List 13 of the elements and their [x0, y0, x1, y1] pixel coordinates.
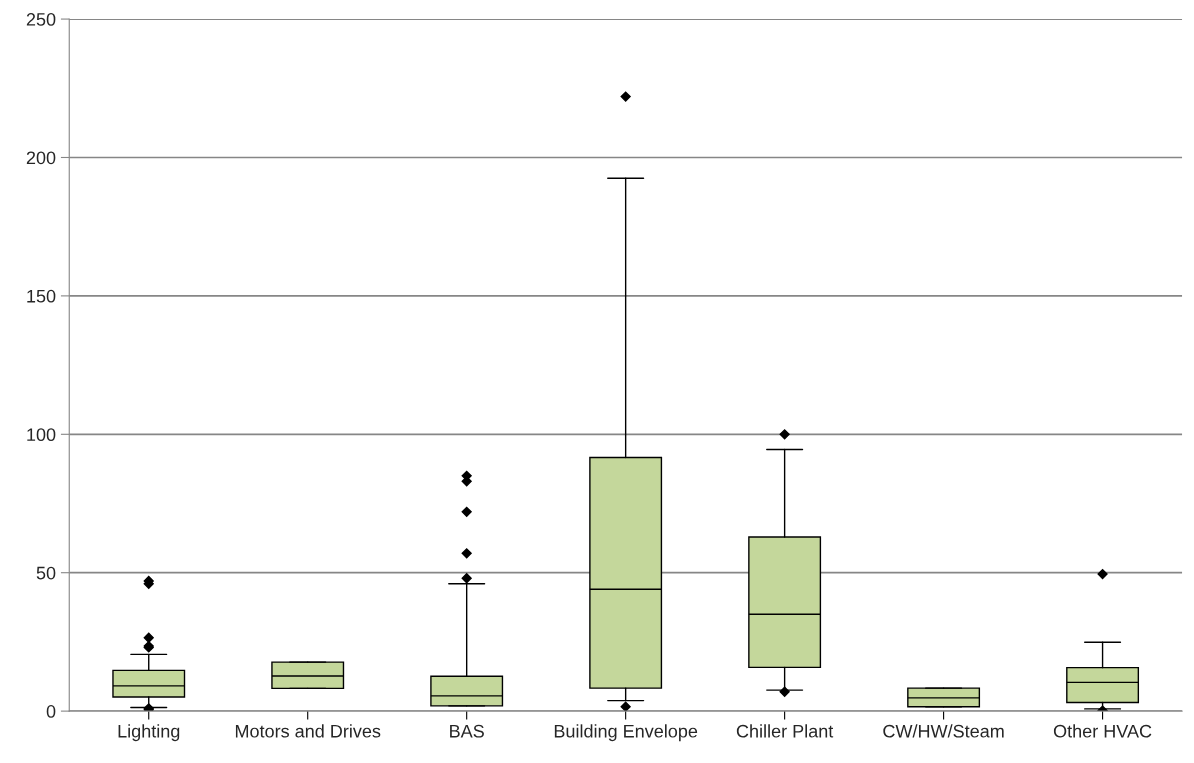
y-tick-label: 200 — [26, 151, 56, 165]
x-tick-label: Lighting — [118, 724, 180, 742]
x-tick-label: Building Envelope — [554, 724, 698, 742]
y-tick-label: 250 — [26, 13, 56, 26]
y-tick-label: 150 — [27, 289, 56, 303]
y-tick-label: 100 — [27, 428, 56, 442]
x-tick-label: BAS — [450, 724, 484, 738]
y-tick-label: 50 — [36, 566, 56, 580]
x-tick-label: CW/HW/Steam — [883, 724, 1004, 738]
x-tick-label: Chiller Plant — [736, 724, 834, 738]
x-tick-label: Other HVAC — [1053, 724, 1152, 738]
y-tick-label: 0 — [46, 705, 56, 718]
x-tick-label: Motors and Drives — [235, 724, 381, 738]
